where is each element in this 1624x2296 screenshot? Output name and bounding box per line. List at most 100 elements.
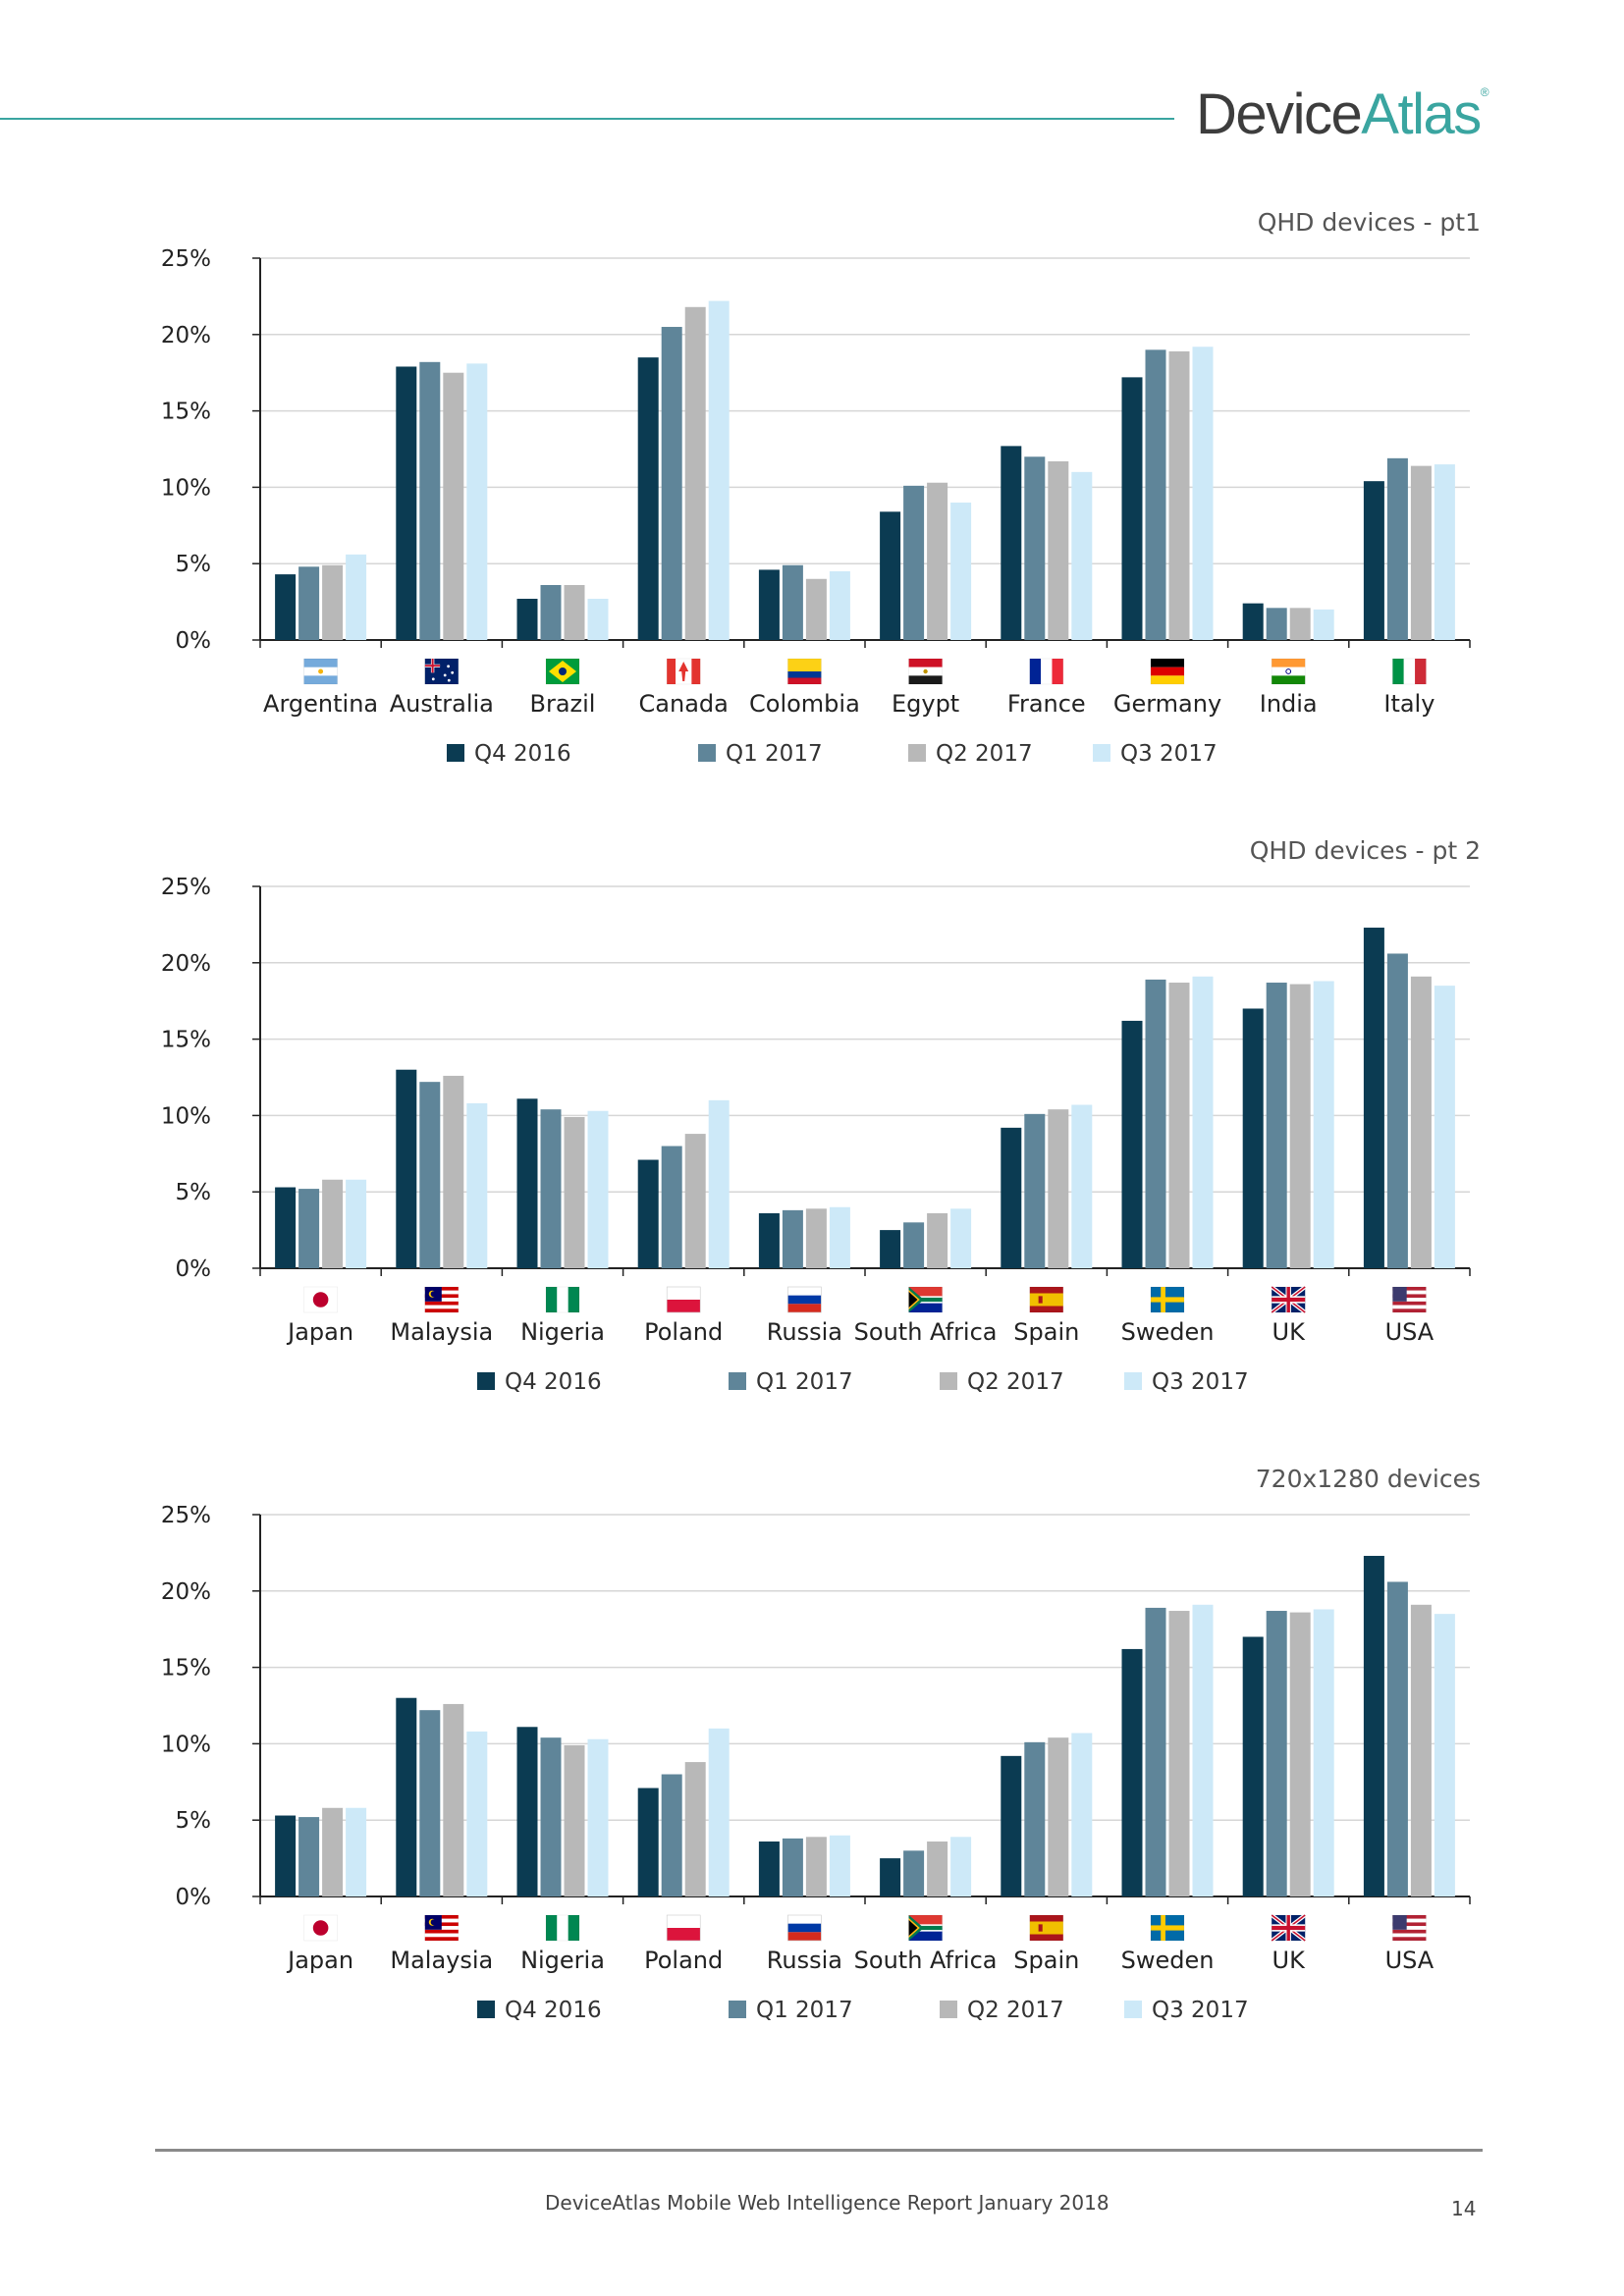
category-label-nigeria: Nigeria [520,1318,605,1346]
poland-flag-icon [666,1286,701,1313]
bar-uk-q2-2017 [1289,984,1311,1268]
bar-australia-q3-2017 [466,363,488,640]
bar-egypt-q2-2017 [927,482,948,640]
bar-canada-q1-2017 [661,327,682,640]
spain-flag-icon [1029,1286,1064,1313]
bar-spain-q3-2017 [1071,1733,1093,1896]
category-label-uk: UK [1272,1318,1307,1346]
chart-qhd-pt2-svg: QHD devices - pt 2 0% 5% 10% 15% 20% 25% Japan M… [161,836,1481,1395]
bar-germany-q4-2016 [1121,377,1143,640]
legend-label-q1-2017: Q1 2017 [726,741,823,767]
bar-japan-q4-2016 [275,1815,297,1896]
category-label-canada: Canada [639,690,729,718]
bar-nigeria-q2-2017 [564,1116,585,1268]
bar-egypt-q3-2017 [950,502,972,640]
bar-usa-q4-2016 [1363,928,1384,1268]
bar-malaysia-q4-2016 [396,1069,417,1268]
y-tick-label: 25% [161,875,211,900]
bar-nigeria-q3-2017 [587,1110,609,1268]
bar-brazil-q4-2016 [516,598,538,640]
y-tick-label: 25% [161,1503,211,1528]
poland-flag-icon [666,1914,701,1942]
bar-italy-q3-2017 [1434,464,1455,640]
uk-flag-icon [1270,1913,1307,1943]
japan-flag-icon [303,1286,338,1313]
bar-spain-q4-2016 [1001,1755,1022,1896]
bar-spain-q2-2017 [1048,1737,1069,1896]
y-tick-label: 0% [176,1885,212,1910]
category-label-usa: USA [1385,1947,1435,1974]
bar-australia-q1-2017 [419,361,441,640]
bar-argentina-q4-2016 [275,574,297,640]
bar-south-africa-q4-2016 [880,1858,901,1896]
bar-spain-q3-2017 [1071,1104,1093,1268]
bar-russia-q3-2017 [829,1206,850,1268]
bar-france-q4-2016 [1001,446,1022,640]
category-label-argentina: Argentina [263,690,378,718]
category-label-germany: Germany [1113,690,1221,718]
russia-flag-icon [787,1914,822,1942]
bar-russia-q4-2016 [758,1841,780,1896]
bar-germany-q3-2017 [1192,347,1214,640]
malaysia-flag-icon [424,1914,460,1942]
legend-label-q4-2016: Q4 2016 [505,1998,602,2023]
argentina-flag-icon [303,658,338,685]
bar-poland-q2-2017 [684,1762,706,1896]
bar-spain-q1-2017 [1024,1113,1046,1268]
bar-uk-q1-2017 [1266,983,1287,1268]
bar-south-africa-q1-2017 [903,1850,925,1896]
japan-flag-icon [303,1914,338,1942]
bar-usa-q1-2017 [1386,1581,1408,1896]
bar-poland-q2-2017 [684,1134,706,1268]
category-label-uk: UK [1272,1947,1307,1974]
bar-russia-q2-2017 [805,1208,827,1268]
category-label-japan: Japan [286,1318,353,1346]
bar-nigeria-q3-2017 [587,1738,609,1896]
bar-poland-q3-2017 [708,1099,730,1268]
bar-australia-q4-2016 [396,366,417,640]
category-label-south-africa: South Africa [854,1947,998,1974]
category-label-nigeria: Nigeria [520,1947,605,1974]
legend-swatch-q2-2017 [940,2001,957,2018]
bar-germany-q2-2017 [1168,350,1190,640]
y-tick-label: 20% [161,951,211,977]
bar-egypt-q4-2016 [880,511,901,640]
category-label-poland: Poland [644,1947,723,1974]
legend-label-q1-2017: Q1 2017 [756,1998,853,2023]
bar-spain-q2-2017 [1048,1109,1069,1268]
footer-rule [155,2149,1483,2152]
bar-nigeria-q1-2017 [540,1737,562,1896]
italy-flag-icon [1392,658,1427,685]
colombia-flag-icon [787,658,822,685]
y-tick-label: 10% [161,1732,211,1757]
bar-spain-q4-2016 [1001,1127,1022,1268]
bar-russia-q2-2017 [805,1837,827,1896]
sweden-flag-icon [1150,1914,1185,1942]
sweden-flag-icon [1150,1286,1185,1313]
y-tick-label: 0% [176,628,212,654]
legend-swatch-q4-2016 [477,1372,495,1390]
chart-qhd-pt1-svg: QHD devices - pt1 0% 5% 10% 15% 20% 25% Argenti… [161,208,1481,767]
bar-poland-q4-2016 [637,1159,659,1268]
y-tick-label: 20% [161,323,211,348]
bar-japan-q1-2017 [298,1189,320,1268]
category-label-spain: Spain [1013,1947,1079,1974]
egypt-flag-icon [908,658,943,685]
chart-qhd-pt1: QHD devices - pt1 0% 5% 10% 15% 20% 25% Argenti… [0,196,1624,825]
bar-nigeria-q4-2016 [516,1098,538,1268]
bar-poland-q1-2017 [661,1774,682,1896]
brazil-flag-icon [545,658,580,685]
bar-argentina-q1-2017 [298,566,320,640]
legend-swatch-q3-2017 [1124,2001,1142,2018]
bar-india-q2-2017 [1289,608,1311,640]
legend-swatch-q1-2017 [729,2001,746,2018]
bar-usa-q3-2017 [1434,1614,1455,1896]
y-tick-label: 20% [161,1579,211,1605]
bar-nigeria-q1-2017 [540,1109,562,1268]
category-label-russia: Russia [767,1947,842,1974]
bar-malaysia-q4-2016 [396,1697,417,1896]
category-label-sweden: Sweden [1121,1318,1215,1346]
chart-title: QHD devices - pt 2 [1250,836,1481,865]
bar-india-q3-2017 [1313,609,1334,640]
chart-title: QHD devices - pt1 [1258,208,1481,237]
